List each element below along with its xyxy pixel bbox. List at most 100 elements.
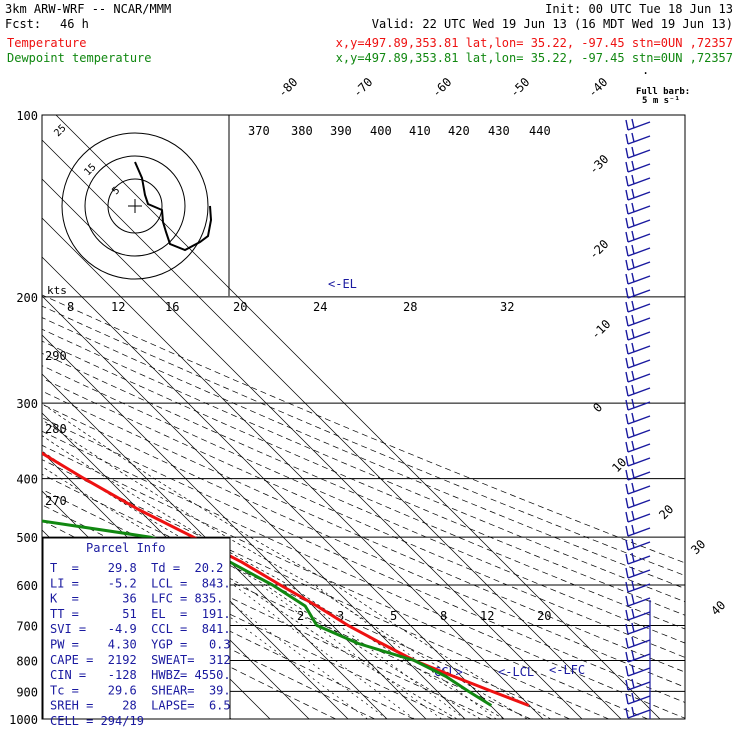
isotherm-label: -80 bbox=[275, 75, 300, 100]
wind-barb-flag bbox=[631, 566, 635, 577]
wind-barb-flag bbox=[625, 455, 629, 467]
wind-barb-flag bbox=[631, 692, 635, 703]
wind-barb-flag bbox=[631, 132, 635, 143]
dry-adiabat-line bbox=[42, 294, 685, 564]
wind-barb-flag bbox=[631, 706, 635, 717]
wind-barb-flag bbox=[625, 637, 629, 649]
wind-barb-flag bbox=[625, 497, 629, 509]
wind-barb-flag bbox=[625, 315, 629, 327]
hodo-speed-label: 24 bbox=[313, 300, 327, 314]
parcel-row: SREH = 28 LAPSE= 6.5 bbox=[50, 699, 231, 713]
wind-barb-shaft bbox=[627, 667, 651, 677]
parcel-row: CAPE = 2192 SWEAT= 312 bbox=[50, 653, 231, 667]
wind-barb-flag bbox=[625, 161, 629, 173]
wind-barb-flag bbox=[625, 245, 629, 257]
pressure-tick-label: 400 bbox=[16, 473, 38, 487]
level-marker-label: <-LCL bbox=[498, 665, 534, 679]
wind-barb-flag bbox=[631, 454, 635, 465]
wind-barb-flag bbox=[625, 287, 629, 299]
wind-barb-flag bbox=[631, 622, 635, 633]
wind-barb-flag bbox=[631, 440, 635, 451]
wind-barb-shaft bbox=[627, 709, 651, 719]
wind-barb-shaft bbox=[627, 639, 651, 649]
wind-barb-flag bbox=[631, 538, 635, 549]
mixing-ratio-line bbox=[233, 584, 415, 719]
mixing-ratio-label: 2 bbox=[297, 609, 304, 623]
theta-label: 380 bbox=[291, 124, 313, 138]
hodo-speed-label: 28 bbox=[403, 300, 417, 314]
wind-barb-flag bbox=[631, 664, 635, 675]
wind-barb-flag bbox=[631, 216, 635, 227]
wind-barb-shaft bbox=[627, 191, 651, 201]
wind-barb-flag bbox=[625, 441, 629, 453]
wind-barb-shaft bbox=[627, 597, 651, 607]
moist-adiabat-line bbox=[42, 435, 505, 719]
wind-barb-shaft bbox=[627, 205, 651, 215]
wind-barb-flag bbox=[625, 119, 629, 131]
parcel-info-box: Parcel Info T = 29.8 Td = 20.2LI = -5.2 … bbox=[42, 537, 231, 728]
wind-barb-shaft bbox=[627, 569, 651, 579]
wind-barb-flag bbox=[625, 399, 629, 411]
mixing-ratio-label: 8 bbox=[440, 609, 447, 623]
wind-barb-shaft bbox=[627, 415, 651, 425]
isotherm-label: -40 bbox=[585, 75, 610, 100]
wind-barb-flag bbox=[625, 679, 629, 691]
wind-barb-shaft bbox=[627, 429, 651, 439]
moist-adiabat-line bbox=[42, 450, 481, 719]
wind-barb-flag bbox=[625, 231, 629, 243]
isotherm-line bbox=[42, 139, 622, 719]
wind-barb-shaft bbox=[627, 457, 651, 467]
wind-barb-shaft bbox=[627, 303, 651, 313]
wind-barb-shaft bbox=[627, 373, 651, 383]
hodo-speed-label: 32 bbox=[500, 300, 514, 314]
dewpoint-legend: Dewpoint temperature bbox=[7, 51, 152, 65]
wind-barb-flag bbox=[625, 483, 629, 495]
pressure-tick-label: 100 bbox=[16, 109, 38, 123]
mixing-ratio-line bbox=[260, 584, 442, 719]
wind-barb-flag bbox=[625, 707, 629, 719]
temperature-legend: Temperature bbox=[7, 36, 86, 50]
parcel-row: SVI = -4.9 CCL = 841. bbox=[50, 622, 231, 636]
wind-barb-flag bbox=[631, 426, 635, 437]
wind-barb-shaft bbox=[627, 401, 651, 411]
dry-adiabat-line bbox=[42, 444, 648, 719]
wind-barb-shaft bbox=[627, 555, 651, 565]
mixing-ratio-line bbox=[283, 584, 466, 719]
wind-barb-flag bbox=[625, 217, 629, 229]
dry-adiabat-line bbox=[42, 352, 685, 630]
dry-adiabat-line bbox=[42, 317, 685, 589]
hodo-ring-mid bbox=[84, 155, 186, 257]
temperature-info: x,y=497.89,353.81 lat,lon= 35.22, -97.45… bbox=[336, 36, 733, 50]
sounding-lines bbox=[42, 451, 530, 707]
wind-barb-flag bbox=[631, 398, 635, 409]
wind-barb-flag bbox=[625, 693, 629, 705]
wind-barb-flag bbox=[625, 259, 629, 271]
wind-barb-flag bbox=[631, 636, 635, 647]
wind-barb-shaft bbox=[627, 233, 651, 243]
pressure-tick-label: 200 bbox=[16, 291, 38, 305]
wind-barb-shaft bbox=[627, 247, 651, 257]
hodo-speed-label: 20 bbox=[233, 300, 247, 314]
wind-barb-flag bbox=[631, 552, 635, 563]
barb-key-label: Full barb: bbox=[636, 87, 690, 97]
wind-barb-shaft bbox=[627, 653, 651, 663]
wind-barb-shaft bbox=[627, 149, 651, 159]
wind-barb-flag bbox=[625, 413, 629, 425]
forecast-hours: 46 h bbox=[60, 17, 89, 31]
parcel-row: TT = 51 EL = 191. bbox=[50, 607, 231, 621]
wind-barb-shaft bbox=[627, 135, 651, 145]
wind-barb-flag bbox=[631, 384, 635, 395]
dry-adiabat-line bbox=[42, 504, 492, 719]
wind-barb-flag bbox=[625, 203, 629, 215]
valid-time: Valid: 22 UTC Wed 19 Jun 13 (16 MDT Wed … bbox=[372, 17, 733, 31]
wind-barb-shaft bbox=[627, 317, 651, 327]
wind-barb-flag bbox=[631, 342, 635, 353]
dry-adiabat-line bbox=[42, 403, 685, 688]
wind-barb-flag bbox=[631, 272, 635, 283]
wind-barb-flag bbox=[625, 175, 629, 187]
parcel-row: CIN = -128 HWBZ= 4550. bbox=[50, 668, 231, 682]
wind-barb-flag bbox=[631, 678, 635, 689]
wind-barb-shaft bbox=[627, 471, 651, 481]
theta-label: 370 bbox=[248, 124, 270, 138]
wind-barb-flag bbox=[625, 511, 629, 523]
